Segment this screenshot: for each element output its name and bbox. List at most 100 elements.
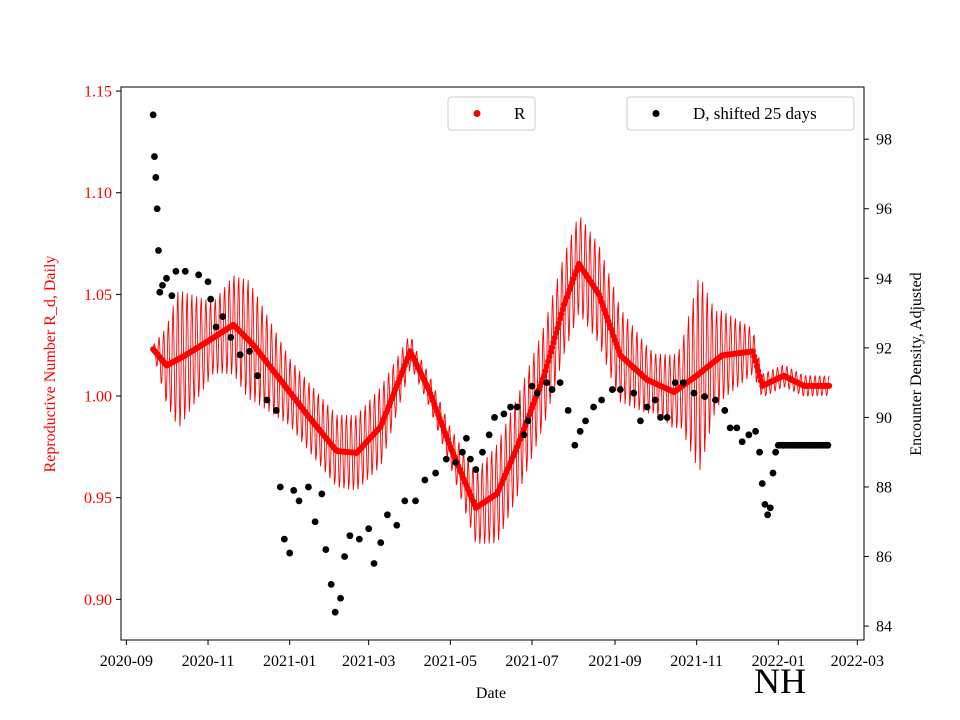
d-point — [305, 483, 312, 491]
d-point — [322, 546, 330, 553]
d-point — [772, 448, 780, 456]
legend-d: D, shifted 25 days — [626, 96, 855, 131]
r-point — [756, 372, 763, 379]
d-point — [458, 448, 466, 456]
d-point — [432, 469, 439, 477]
y-left-tick-label: 1.15 — [84, 84, 112, 101]
r-point — [753, 363, 760, 370]
d-point — [616, 386, 624, 393]
d-point — [401, 497, 409, 505]
d-point — [733, 424, 741, 432]
d-point — [571, 441, 579, 449]
y-left-tick-label: 1.05 — [84, 287, 112, 304]
d-point — [679, 379, 687, 387]
y-left-tick-label: 0.90 — [84, 592, 112, 609]
d-point — [346, 532, 354, 540]
r-point — [542, 367, 549, 374]
d-point — [462, 434, 470, 442]
x-tick-label: 2021-05 — [424, 653, 477, 670]
d-point — [337, 594, 344, 602]
d-point — [712, 396, 719, 404]
d-point — [491, 414, 498, 421]
d-point — [152, 174, 160, 181]
legend-r-marker — [473, 110, 481, 117]
d-point — [513, 403, 521, 411]
r-point — [550, 339, 557, 346]
d-point — [212, 323, 220, 331]
r-point — [549, 344, 556, 351]
r-point — [551, 334, 558, 341]
d-point — [582, 417, 589, 425]
r-point — [557, 315, 564, 322]
d-point — [341, 553, 348, 560]
d-point — [630, 389, 638, 397]
r-point — [547, 348, 554, 355]
d-point — [769, 469, 777, 477]
d-point — [524, 417, 532, 425]
axes: 2020-09 2020-11 2021-01 2021-03 2021-05 2021-… — [84, 84, 892, 670]
d-point — [766, 504, 774, 512]
d-point — [543, 379, 551, 387]
d-point — [280, 535, 288, 543]
d-point — [156, 288, 164, 296]
r-point — [559, 306, 566, 313]
y-right-tick-label: 94 — [876, 271, 892, 288]
d-point — [756, 448, 763, 456]
y-right-tick-label: 98 — [876, 132, 892, 149]
d-point — [286, 549, 294, 557]
x-tick-label: 2022-03 — [831, 653, 884, 670]
d-point — [500, 410, 508, 418]
x-tick-label: 2020-09 — [100, 653, 153, 670]
d-point — [485, 431, 493, 439]
d-point — [467, 455, 474, 463]
r-point — [757, 377, 764, 384]
d-point — [219, 313, 227, 320]
d-point — [671, 379, 679, 387]
d-point — [651, 396, 659, 404]
plot-area — [149, 111, 833, 616]
r-point — [546, 353, 553, 360]
x-tick-label: 2021-03 — [342, 653, 395, 670]
d-point — [331, 608, 339, 616]
d-point — [159, 281, 166, 289]
y-axis-right-label: Encounter Density, Adjusted — [908, 272, 925, 455]
x-tick-label: 2022-01 — [752, 653, 805, 670]
d-point — [421, 476, 429, 484]
d-point — [608, 386, 616, 393]
r-point — [545, 358, 552, 365]
region-label: NH — [754, 661, 806, 701]
r-point — [755, 368, 762, 375]
d-point — [726, 424, 734, 432]
d-point — [590, 403, 597, 411]
axis-labels: Date Reproductive Number R_d, Daily Enco… — [42, 256, 925, 702]
d-point — [272, 407, 280, 414]
x-tick-label: 2021-11 — [670, 653, 723, 670]
r-point — [749, 348, 756, 355]
d-point — [290, 487, 298, 494]
d-point — [576, 427, 584, 435]
y-left-tick-label: 1.00 — [84, 389, 112, 406]
d-point — [452, 459, 460, 467]
d-point — [663, 414, 671, 421]
d-point — [355, 535, 363, 543]
d-point — [556, 379, 564, 387]
d-point — [295, 497, 303, 505]
d-point — [254, 372, 261, 380]
d-point — [824, 441, 832, 449]
d-point — [207, 295, 215, 303]
y-right-tick-label: 96 — [876, 201, 892, 218]
y-axis-left-label: Reproductive Number R_d, Daily — [42, 256, 59, 473]
d-point — [442, 455, 450, 463]
x-axis-label: Date — [476, 685, 506, 702]
y-right-tick-label: 92 — [876, 340, 892, 357]
d-point — [701, 393, 709, 400]
d-point — [479, 448, 486, 456]
r-point — [554, 325, 561, 332]
d-point — [153, 205, 161, 213]
d-point — [564, 407, 572, 414]
d-point — [643, 403, 651, 411]
y-right-tick-label: 86 — [876, 549, 892, 566]
d-point — [370, 560, 378, 567]
d-point — [311, 518, 319, 526]
r-point — [541, 372, 548, 379]
